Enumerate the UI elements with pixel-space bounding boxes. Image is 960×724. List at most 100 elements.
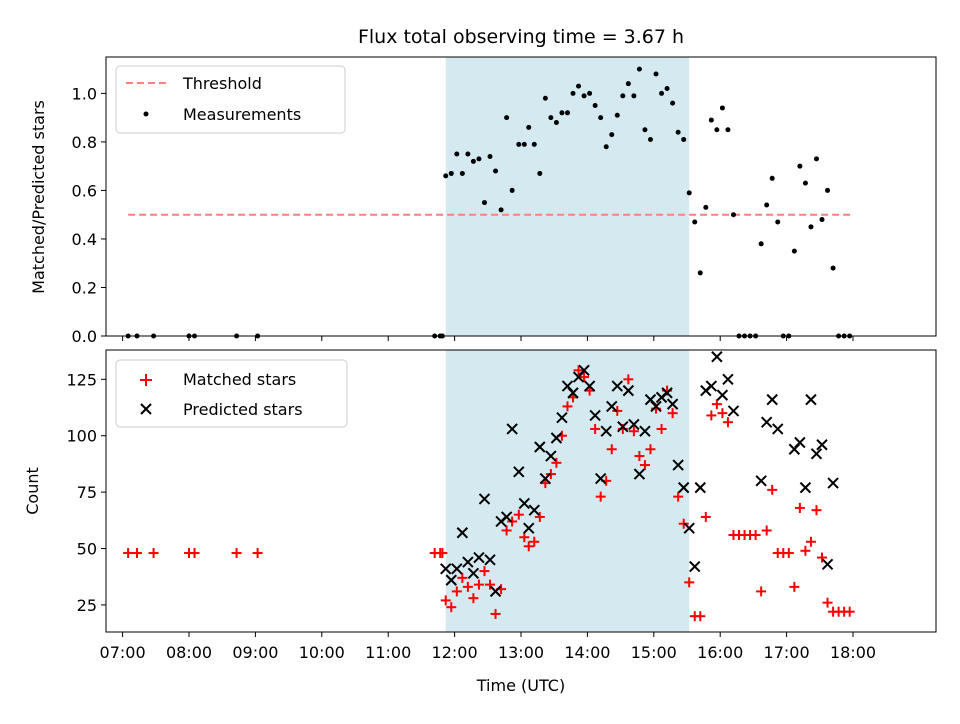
x-tick-label: 15:00 — [631, 643, 677, 662]
predicted-stars-point — [594, 472, 607, 485]
matched-stars-point — [148, 548, 159, 559]
y-tick-label: 1.0 — [72, 84, 97, 103]
y-tick-label: 0.0 — [72, 327, 97, 346]
measurements-point — [802, 180, 808, 186]
predicted-stars-point — [650, 400, 662, 413]
predicted-stars-point — [606, 400, 618, 413]
measurements-point — [714, 127, 720, 133]
matched-stars-point — [590, 423, 601, 434]
predicted-stars-point — [677, 481, 690, 494]
measurements-point — [797, 163, 803, 169]
measurements-point — [481, 200, 487, 206]
measurements-point — [764, 202, 770, 208]
predicted-stars-point — [534, 441, 546, 453]
measurements-point — [791, 248, 797, 254]
matched-stars-point — [595, 491, 606, 502]
x-tick-label: 13:00 — [498, 643, 544, 662]
x-tick-label: 08:00 — [166, 643, 212, 662]
matched-stars-point — [822, 597, 833, 608]
matched-stars-point — [123, 548, 134, 559]
top-y-axis-label: Matched/Predicted stars — [29, 100, 48, 294]
predicted-stars-point — [600, 425, 612, 437]
predicted-stars-point — [556, 411, 568, 424]
measurements-point — [570, 90, 576, 96]
predicted-stars-point — [799, 481, 812, 494]
bottom-legend-box — [115, 359, 348, 428]
matched-stars-point — [684, 577, 695, 588]
matched-legend-swatch — [140, 374, 152, 386]
matched-stars-point — [761, 525, 772, 536]
top-legend: Threshold Measurements — [115, 65, 346, 134]
matched-stars-point — [457, 572, 468, 583]
matched-stars-point — [817, 552, 828, 563]
predicted-stars-point — [550, 432, 563, 444]
predicted-stars-point — [445, 574, 457, 586]
matched-stars-point — [490, 608, 501, 619]
matched-stars-point — [513, 509, 524, 520]
matched-stars-point — [673, 491, 684, 502]
measurements-point — [703, 204, 709, 210]
x-tick-label: 10:00 — [299, 643, 345, 662]
measurements-point — [592, 103, 598, 109]
y-tick-label: 0.6 — [72, 181, 97, 200]
predicted-stars-point — [711, 351, 723, 363]
predicted-stars-point — [622, 384, 635, 397]
predicted-stars-point — [473, 551, 485, 564]
predicted-stars-point — [661, 387, 673, 399]
matched-legend-label: Matched stars — [183, 370, 296, 389]
measurements-point — [542, 95, 548, 101]
predicted-stars-point — [794, 436, 806, 449]
matched-stars-point — [473, 579, 484, 590]
measurements-point — [448, 170, 454, 176]
matched-stars-point — [523, 541, 534, 552]
predicted-stars-point — [633, 468, 646, 480]
predicted-stars-point — [467, 567, 480, 580]
matched-stars-point — [501, 525, 512, 536]
matched-stars-point — [189, 548, 200, 559]
predicted-stars-point — [611, 380, 623, 392]
measurements-point — [553, 120, 559, 126]
measurements-point — [675, 129, 681, 135]
measurements-point — [697, 270, 703, 276]
matched-stars-point — [706, 410, 717, 421]
predicted-stars-point — [821, 558, 834, 571]
measurements-point — [653, 71, 659, 77]
measurements-point — [603, 144, 609, 150]
matched-stars-point — [462, 581, 473, 592]
measurements-point — [642, 127, 648, 133]
measurements-point — [470, 158, 476, 164]
x-tick-label: 09:00 — [232, 643, 278, 662]
matched-stars-point — [519, 532, 530, 543]
predicted-legend-swatch — [140, 403, 152, 415]
predicted-stars-point — [456, 527, 469, 539]
matched-stars-point — [252, 548, 263, 559]
predicted-stars-point — [694, 481, 706, 494]
measurements-point — [730, 212, 736, 218]
top-axes-frame — [105, 56, 937, 337]
measurements-point — [531, 141, 537, 147]
predicted-stars-point — [672, 459, 684, 471]
predicted-stars-point — [755, 475, 767, 487]
measurements-point — [443, 173, 449, 179]
x-axis-label: Time (UTC) — [476, 676, 565, 695]
measurements-point — [598, 115, 604, 121]
matched-stars-point — [545, 469, 556, 480]
measurements-point — [498, 207, 504, 213]
matched-stars-point — [722, 417, 733, 428]
matched-stars-point — [756, 586, 767, 597]
bottom-x-ticks: 07:00 08:00 09:00 10:00 11:00 12:00 13:00 14:00… — [100, 632, 876, 662]
bottom-shaded-interval — [445, 350, 690, 632]
predicted-stars-point — [518, 497, 531, 510]
matched-stars-point — [678, 518, 689, 529]
measurements-point — [636, 66, 642, 72]
measurements-point — [625, 81, 631, 87]
y-tick-label: 75 — [77, 483, 97, 502]
matched-stars-point — [639, 460, 650, 471]
predicted-stars-point — [583, 380, 596, 392]
matched-stars-point — [711, 399, 722, 410]
matched-stars-point — [579, 372, 590, 383]
matched-stars-point — [645, 444, 656, 455]
predicted-stars-point — [462, 556, 474, 568]
predicted-stars-point — [617, 420, 629, 433]
measurements-point — [493, 168, 499, 174]
